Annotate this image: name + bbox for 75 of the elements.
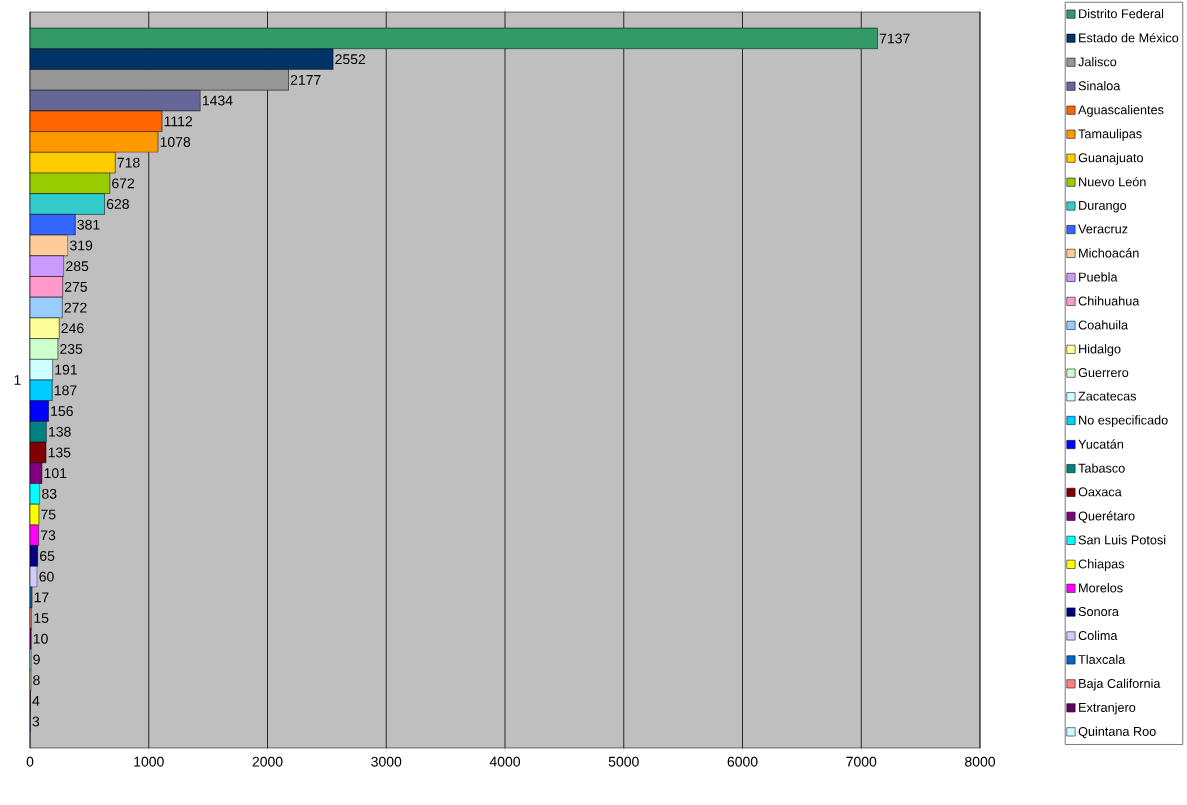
x-tick-label: 7000 [846,756,877,767]
data-label: 319 [70,240,93,251]
legend-label: Oaxaca [1078,487,1122,497]
legend-label: Guanajuato [1078,152,1144,165]
legend-label: Jalisco [1078,57,1117,67]
data-label: 272 [64,302,87,313]
x-tick-label: 8000 [965,756,996,767]
data-label: 187 [54,385,77,396]
legend-label: Durango [1079,201,1127,213]
x-tick-label: 5000 [608,756,639,767]
data-label: 156 [51,406,73,417]
y-tick-label: 1 [14,375,21,385]
legend-label: Quintana Roo [1078,726,1156,739]
data-label: 3 [32,716,40,727]
legend-label: Extranjero [1079,702,1136,715]
data-label: 2177 [290,74,321,85]
data-label: 101 [44,468,67,479]
legend-label: Hidalgo [1079,344,1121,356]
data-label: 7137 [879,33,910,44]
data-label: 60 [39,571,54,582]
legend-label: Zacatecas [1078,391,1137,401]
legend-label: Tlaxcala [1078,654,1126,664]
legend-label: No especificado [1079,415,1168,428]
legend-label: Coahuila [1078,320,1129,330]
x-tick-label: 3000 [371,756,402,767]
legend-label: Veracruz [1078,224,1128,234]
data-label: 2552 [335,54,366,65]
legend-label: Chihuahua [1078,296,1140,306]
legend-label: Chiapas [1078,559,1125,571]
legend-label: Morelos [1079,583,1123,593]
x-tick-label: 0 [26,756,34,767]
legend-label: Colima [1078,630,1118,641]
legend-label: Tabasco [1078,463,1125,473]
data-label: 718 [117,157,140,168]
data-label: 285 [66,261,89,272]
x-tick-label: 1000 [134,756,164,767]
legend-label: Baja California [1079,678,1161,691]
data-label: 1434 [202,95,233,106]
x-tick-label: 4000 [489,756,521,767]
data-label: 1112 [164,116,193,127]
legend-label: Estado de México [1079,32,1179,43]
data-label: 628 [106,199,129,210]
legend-label: Sonora [1078,607,1119,617]
legend-label: Yucatán [1078,439,1124,449]
x-tick-label: 6000 [727,756,758,767]
legend-label: Querétaro [1078,511,1135,523]
data-label: 10 [33,633,48,644]
data-label: 4 [32,696,40,706]
x-tick-label: 2000 [252,756,283,767]
legend-label: Distrito Federal [1079,8,1164,19]
data-label: 191 [55,364,77,375]
data-label: 381 [77,219,100,230]
data-label: 17 [34,592,49,603]
legend-label: Nuevo León [1079,176,1146,187]
data-label: 135 [48,447,71,458]
legend-label: San Luis Potosi [1078,535,1166,545]
legend-label: Michoacán [1079,248,1139,258]
data-label: 275 [64,281,88,292]
data-label: 15 [34,613,49,623]
data-label: 246 [61,323,84,334]
data-label: 65 [40,551,55,561]
data-label: 8 [33,675,40,686]
data-label: 73 [40,530,56,541]
data-label: 235 [60,343,83,354]
legend-label: Tamaulipas [1078,128,1142,141]
data-label: 138 [49,426,71,437]
legend-label: Guerrero [1078,368,1129,378]
data-label: 672 [112,178,135,189]
legend-label: Aguascalientes [1078,104,1164,117]
data-label: 1078 [160,136,191,147]
data-label: 83 [42,488,57,499]
data-label: 75 [41,509,56,520]
legend-label: Sinaloa [1078,81,1121,91]
legend-label: Puebla [1079,272,1118,282]
data-label: 9 [33,654,40,665]
